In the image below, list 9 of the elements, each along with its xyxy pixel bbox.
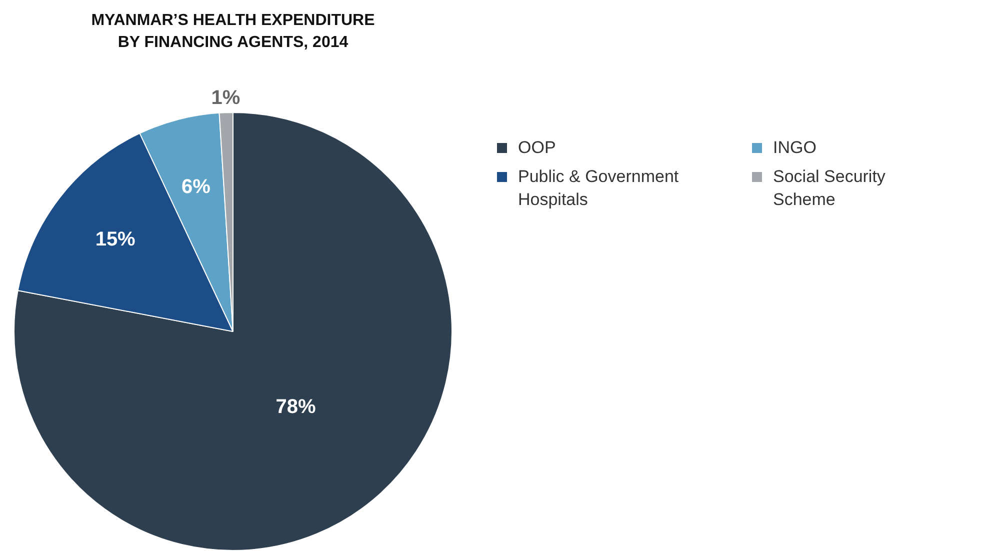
legend-label: INGO [773, 137, 818, 159]
data-label: 15% [95, 228, 136, 251]
legend-label: OOP [518, 137, 557, 159]
chart-title: MYANMAR’S HEALTH EXPENDITURE BY FINANCING AGENTS, 2014 [90, 11, 376, 53]
legend-label: Social Security Scheme [773, 166, 886, 211]
data-label: 78% [276, 396, 316, 418]
legend-label: Public & Government Hospitals [518, 166, 680, 211]
data-label: 1% [211, 87, 240, 110]
data-label: 6% [182, 176, 211, 198]
